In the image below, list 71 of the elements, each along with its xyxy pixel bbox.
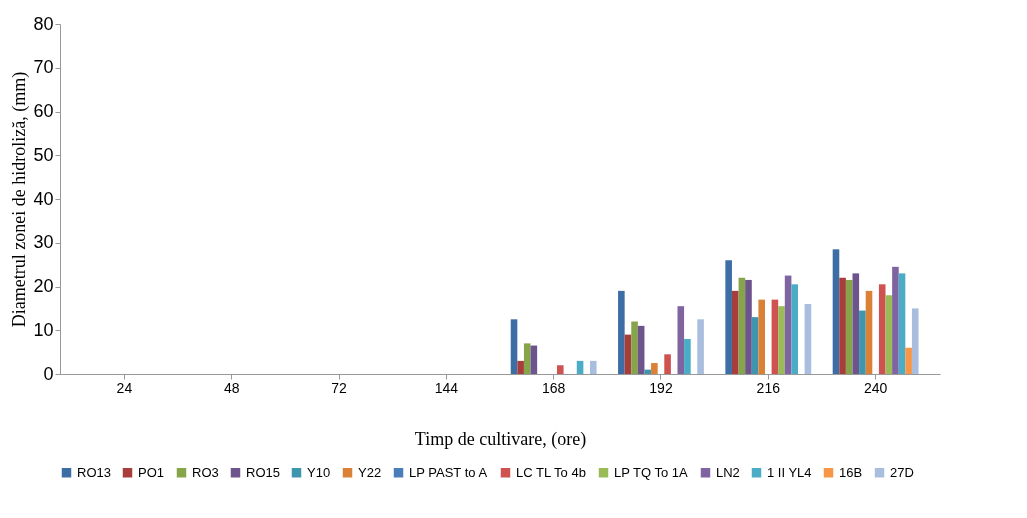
bar: [738, 277, 746, 374]
x-tick-label: 144: [434, 379, 459, 396]
x-tick-label: 168: [541, 379, 566, 396]
bar: [684, 339, 691, 374]
x-tick-label: 72: [331, 379, 348, 396]
x-tick-label: 216: [756, 379, 781, 396]
y-tick-label: 60: [33, 101, 54, 121]
bar: [865, 290, 873, 374]
bar: [878, 284, 886, 374]
bar: [751, 317, 759, 374]
bar: [911, 308, 919, 374]
bar: [677, 306, 685, 374]
bar: [892, 266, 899, 374]
bar: [771, 299, 779, 374]
bar: [637, 325, 645, 374]
y-tick-label: 80: [33, 13, 54, 34]
bar: [664, 354, 671, 374]
legend-label: PO1: [138, 464, 165, 480]
y-tick-label: 0: [43, 363, 54, 384]
bar: [898, 273, 906, 374]
y-tick-label: 30: [33, 232, 54, 253]
bar: [651, 363, 658, 374]
legend-label: 1 II YL4: [767, 464, 812, 480]
bar: [517, 360, 524, 374]
bar: [589, 360, 597, 374]
bar: [905, 347, 912, 374]
bar: [556, 365, 564, 374]
x-tick-label: 192: [649, 379, 673, 396]
bar: [784, 275, 792, 374]
legend-label: LC TL To 4b: [516, 464, 586, 480]
legend-label: LP TQ To 1A: [614, 464, 689, 480]
bar: [644, 369, 652, 374]
bar: [778, 306, 785, 374]
bar: [852, 273, 860, 374]
x-tick-label: 24: [116, 379, 133, 396]
bar: [758, 299, 765, 374]
y-tick-label: 20: [33, 276, 54, 296]
x-tick-label: 48: [223, 379, 240, 396]
x-axis-title: Timp de cultivare, (ore): [414, 428, 587, 450]
bar: [804, 304, 812, 374]
bar: [859, 310, 866, 374]
bar: [631, 321, 638, 374]
legend-label: Y22: [358, 464, 382, 480]
bar: [725, 260, 732, 374]
legend-label: 16B: [839, 464, 863, 480]
bar: [731, 290, 739, 374]
legend-label: RO3: [192, 464, 219, 480]
y-axis-title: Diametrul zonei de hidroliză, (mm): [9, 71, 31, 328]
x-tick-label: 240: [863, 379, 888, 396]
y-tick-label: 70: [33, 57, 54, 78]
legend-label: LN2: [716, 464, 740, 480]
bar: [697, 319, 704, 374]
legend-label: 27D: [890, 464, 914, 480]
bar: [618, 290, 625, 374]
bar: [510, 319, 518, 374]
legend-label: RO15: [246, 464, 280, 480]
bar: [885, 295, 893, 374]
legend-label: RO13: [77, 464, 111, 480]
bar: [845, 279, 853, 374]
bar: [791, 284, 799, 374]
bar: [745, 279, 752, 374]
y-tick-label: 50: [33, 144, 54, 165]
legend-label: Y10: [307, 464, 331, 480]
bar: [839, 277, 846, 374]
y-tick-label: 40: [33, 188, 54, 209]
bar: [576, 360, 584, 374]
legend-label: LP PAST to A: [409, 464, 488, 480]
bar: [624, 334, 632, 374]
bar: [832, 249, 840, 374]
bar: [523, 343, 531, 374]
y-tick-label: 10: [33, 319, 54, 340]
